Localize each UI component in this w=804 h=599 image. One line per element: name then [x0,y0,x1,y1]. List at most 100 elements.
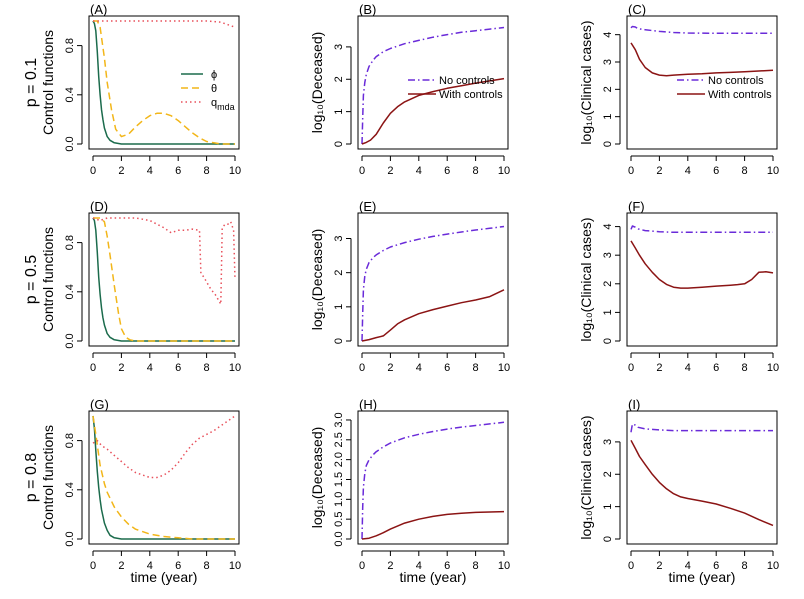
x-tick-label: 10 [229,165,241,177]
series-line-with-controls [631,241,773,288]
panel-label: (B) [359,2,376,17]
y-tick-label: 1.0 [333,492,345,507]
x-tick-label: 10 [498,560,510,572]
y-tick-label: 1 [333,109,345,115]
y-tick-label: 1.5 [333,472,345,487]
x-tick-label: 10 [767,165,779,177]
y-axis: 0.0 0.4 0.8 [64,38,82,152]
y-tick-label: 3 [602,59,614,65]
x-tick-label: 2 [118,165,124,177]
x-tick-label: 4 [147,165,153,177]
y-tick-label: 0.8 [64,235,76,250]
y-tick-label: 0.5 [333,512,345,527]
y-tick-label: 0.4 [64,284,76,299]
series-line-no-controls [631,226,773,232]
y-axis-label: Control functions [40,227,56,332]
legend-label: No controls [439,75,495,87]
panel-label: (D) [90,199,108,214]
y-tick-label: 2 [333,270,345,276]
series-line-with-controls [631,43,773,76]
series-line-q-mda [93,416,235,478]
x-axis: 0 2 4 6 8 10 [90,156,241,177]
panel-g: (G) 0 2 4 6 8 10 0.0 0.4 0.8 Control functions [40,397,241,572]
y-tick-label: 2 [602,86,614,92]
x-axis: 0 2 4 6 8 10 [628,353,779,374]
y-tick-label: 1 [602,114,614,120]
series-line-q-mda [93,218,235,304]
x-tick-label: 6 [444,165,450,177]
legend-label: With controls [708,89,772,101]
y-tick-label: 1 [602,309,614,315]
x-tick-label: 8 [742,560,748,572]
row-label: p = 0.1 [23,58,40,107]
row-label: p = 0.8 [23,453,40,502]
x-tick-label: 10 [767,560,779,572]
y-tick-label: 4 [602,32,614,38]
row-labels: p = 0.1 p = 0.5 p = 0.8 [23,58,40,502]
plot-box [358,213,508,346]
panels: (A)0 2 4 6 8 100.00.40.8Control functions ϕθqm… [40,2,779,572]
x-tick-label: 0 [359,560,365,572]
x-tick-label: 0 [628,362,634,374]
panel-a: (A) 0 2 4 6 8 10 0.0 0.4 0.8 Control functions ϕθ qm… [40,2,241,177]
plot-box [89,411,239,544]
y-axis-label: log₁₀(Deceased) [309,427,325,529]
y-tick-label: 1 [602,504,614,510]
x-tick-label: 0 [90,560,96,572]
x-tick-label: 8 [742,165,748,177]
x-tick-label: 10 [767,362,779,374]
y-tick-label: 3 [602,252,614,258]
panel-label: (I) [628,397,640,412]
panel-b: (B)0 2 4 6 8 100123log₁₀(Deceased) No controls… [309,2,510,177]
x-tick-label: 2 [656,165,662,177]
y-tick-label: 2 [602,471,614,477]
panel-e: (E)0 2 4 6 8 100123log₁₀(Deceased) [309,199,510,374]
legend-label: With controls [439,89,503,101]
legend: ϕθ qmda [181,69,235,112]
y-axis: 0.0 0.4 0.8 [64,433,82,547]
panel-h: (H)0 2 4 6 8 100.00.51.01.52.02.53.0log₁₀(Dec… [309,397,510,572]
series-line-no-controls [631,424,773,432]
series-line-q-mda [93,21,235,27]
series-line-theta [93,218,235,341]
x-tick-label: 2 [118,362,124,374]
legend-label: No controls [708,75,764,87]
x-tick-label: 4 [416,362,422,374]
panel-label: (A) [90,2,107,17]
legend-label: θ [211,83,217,95]
x-tick-label: 8 [473,560,479,572]
panel-c: (C) 0 2 4 6 8 10 0 1 2 3 4 log₁₀(Clinical cases) No c… [578,2,779,177]
series-line-phi [93,416,235,539]
x-tick-label: 10 [498,165,510,177]
series-line-no-controls [362,227,504,342]
y-axis-label: log₁₀(Deceased) [309,229,325,331]
x-axis: 0 2 4 6 8 10 [359,156,510,177]
x-tick-label: 0 [90,362,96,374]
y-tick-label: 0.0 [64,531,76,546]
series-line-with-controls [362,512,504,539]
y-axis-label: Control functions [40,30,56,135]
x-tick-label: 2 [387,362,393,374]
x-tick-label: 6 [175,165,181,177]
y-tick-label: 0.4 [64,87,76,102]
y-axis: 0 1 2 3 4 [602,32,620,147]
panel-label: (F) [628,199,645,214]
figure: p = 0.1p = 0.5p = 0.8 (A)0 2 4 6 8 100.00.40.… [0,0,804,599]
legend-label-qmda: qmda [211,97,235,112]
x-tick-label: 4 [416,165,422,177]
legend: No controls With controls [677,75,772,101]
y-axis-label: log₁₀(Clinical cases) [578,415,594,539]
panel-label: (G) [90,397,109,412]
x-tick-label: 6 [713,165,719,177]
y-axis: 0 1 2 3 4 [602,224,620,345]
x-tick-label: 6 [444,362,450,374]
y-tick-label: 0.8 [64,38,76,53]
y-tick-label: 0 [333,141,345,147]
y-tick-label: 0 [602,338,614,344]
y-axis-label: Control functions [40,425,56,530]
y-tick-label: 0.0 [64,333,76,348]
x-tick-label: 2 [656,362,662,374]
y-tick-label: 0.4 [64,482,76,497]
x-axis: 0 2 4 6 8 10 [90,353,241,374]
series-line-no-controls [631,27,773,34]
